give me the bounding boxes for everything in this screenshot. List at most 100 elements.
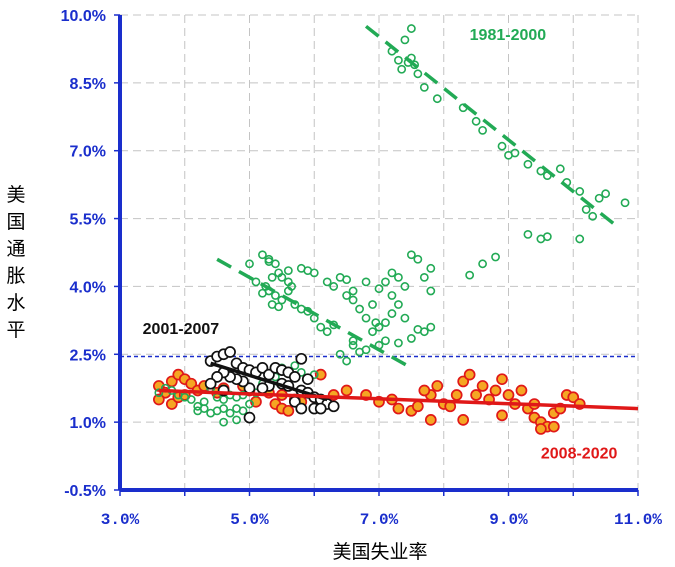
point-1981-2000: [406, 250, 416, 260]
point-1981-2000: [410, 60, 420, 70]
point-1981-2000: [381, 277, 390, 287]
point-1981-2000: [219, 417, 228, 427]
point-1981-2000: [355, 347, 364, 357]
point-1981-2000: [471, 116, 481, 126]
point-2008-2020: [496, 373, 508, 386]
point-1981-2000: [219, 395, 228, 404]
point-1981-2000: [361, 277, 371, 287]
point-1981-2000: [290, 361, 300, 370]
y-tick-label: 2.5%: [70, 347, 106, 364]
point-1981-2000: [426, 322, 436, 332]
point-2008-2020: [470, 389, 482, 401]
point-2008-2020: [392, 402, 405, 415]
point-1981-2000: [387, 268, 397, 278]
grid-lines: [120, 14, 639, 490]
point-1981-2000: [348, 286, 358, 296]
x-tick-label: 9.0%: [489, 511, 528, 529]
y-tick-label: 4.0%: [70, 279, 106, 296]
point-1981-2000: [575, 234, 585, 244]
point-1981-2000: [426, 286, 436, 296]
trendline-1981-2000: [364, 24, 620, 229]
annotation-2001-2007: 2001-2007: [143, 321, 220, 338]
x-tick-label: 5.0%: [230, 511, 269, 529]
y-axis-title-char: 通: [6, 238, 26, 260]
point-1981-2000: [348, 340, 358, 350]
x-axis-title: 美国失业率: [332, 541, 428, 563]
point-1981-2000: [601, 189, 611, 199]
point-1981-2000: [232, 415, 241, 425]
point-1981-2000: [381, 336, 390, 346]
point-1981-2000: [620, 198, 630, 208]
point-1981-2000: [400, 313, 410, 323]
point-1981-2000: [394, 300, 403, 309]
point-2008-2020: [463, 368, 476, 381]
point-1981-2000: [296, 263, 306, 273]
point-2008-2020: [153, 393, 165, 406]
point-1981-2000: [594, 193, 604, 203]
point-1981-2000: [419, 82, 429, 92]
point-1981-2000: [258, 250, 267, 260]
point-1981-2000: [555, 164, 565, 174]
point-1981-2000: [523, 230, 533, 239]
trendline-1981-2000: [216, 257, 413, 370]
point-2001-2007: [301, 373, 314, 386]
point-1981-2000: [329, 282, 339, 291]
point-2008-2020: [496, 409, 508, 422]
point-1981-2000: [154, 388, 164, 398]
point-1981-2000: [497, 141, 507, 151]
point-2008-2020: [515, 384, 528, 397]
point-1981-2000: [342, 356, 352, 366]
point-2008-2020: [502, 389, 515, 401]
point-2008-2020: [547, 420, 560, 433]
annotation-1981-2000: 1981-2000: [470, 27, 547, 44]
point-1981-2000: [348, 295, 358, 305]
point-1981-2000: [264, 254, 274, 264]
point-1981-2000: [478, 259, 487, 269]
point-1981-2000: [406, 334, 416, 343]
point-1981-2000: [270, 259, 280, 269]
trendline-2008-2020: [158, 388, 639, 411]
tick-labels: -0.5% 1.0% 2.5% 4.0% 5.5% 7.0% 8.5% 10.0% 3.0% 5.…: [61, 8, 663, 529]
point-1981-2000: [193, 406, 203, 416]
y-tick-label: 1.0%: [70, 415, 106, 432]
point-1981-2000: [387, 309, 397, 318]
point-2001-2007: [224, 346, 236, 358]
point-1981-2000: [413, 69, 423, 79]
y-axis-title-char: 水: [6, 292, 26, 314]
point-1981-2000: [394, 55, 403, 65]
y-tick-label: 7.0%: [70, 144, 106, 161]
point-1981-2000: [219, 404, 228, 413]
point-1981-2000: [581, 205, 591, 214]
x-tick-label: 7.0%: [360, 511, 399, 529]
point-1981-2000: [251, 277, 261, 287]
point-2008-2020: [450, 389, 463, 401]
point-1981-2000: [394, 272, 403, 282]
point-1981-2000: [245, 399, 254, 409]
point-1981-2000: [368, 327, 377, 337]
y-axis-title-char: 胀: [6, 265, 26, 287]
y-tick-label: -0.5%: [64, 483, 106, 500]
point-1981-2000: [588, 211, 598, 221]
point-1981-2000: [274, 268, 284, 278]
point-1981-2000: [432, 94, 442, 104]
point-1981-2000: [426, 263, 436, 273]
point-1981-2000: [523, 159, 533, 169]
y-tick-label: 5.5%: [70, 212, 106, 229]
point-1981-2000: [374, 284, 384, 294]
y-axis-title: 美国通胀水平: [2, 182, 30, 344]
y-axis-title-char: 平: [6, 319, 26, 341]
point-1981-2000: [400, 282, 410, 291]
point-1981-2000: [368, 300, 377, 309]
point-1981-2000: [225, 408, 235, 418]
point-1981-2000: [491, 252, 500, 262]
annotation-2008-2020: 2008-2020: [541, 445, 618, 462]
point-1981-2000: [206, 408, 216, 418]
point-2008-2020: [340, 384, 353, 397]
y-tick-label: 8.5%: [70, 76, 106, 93]
point-2008-2020: [314, 368, 327, 381]
point-1981-2000: [277, 295, 287, 305]
point-2008-2020: [418, 384, 431, 397]
point-1981-2000: [361, 313, 371, 323]
point-2008-2020: [412, 400, 424, 413]
